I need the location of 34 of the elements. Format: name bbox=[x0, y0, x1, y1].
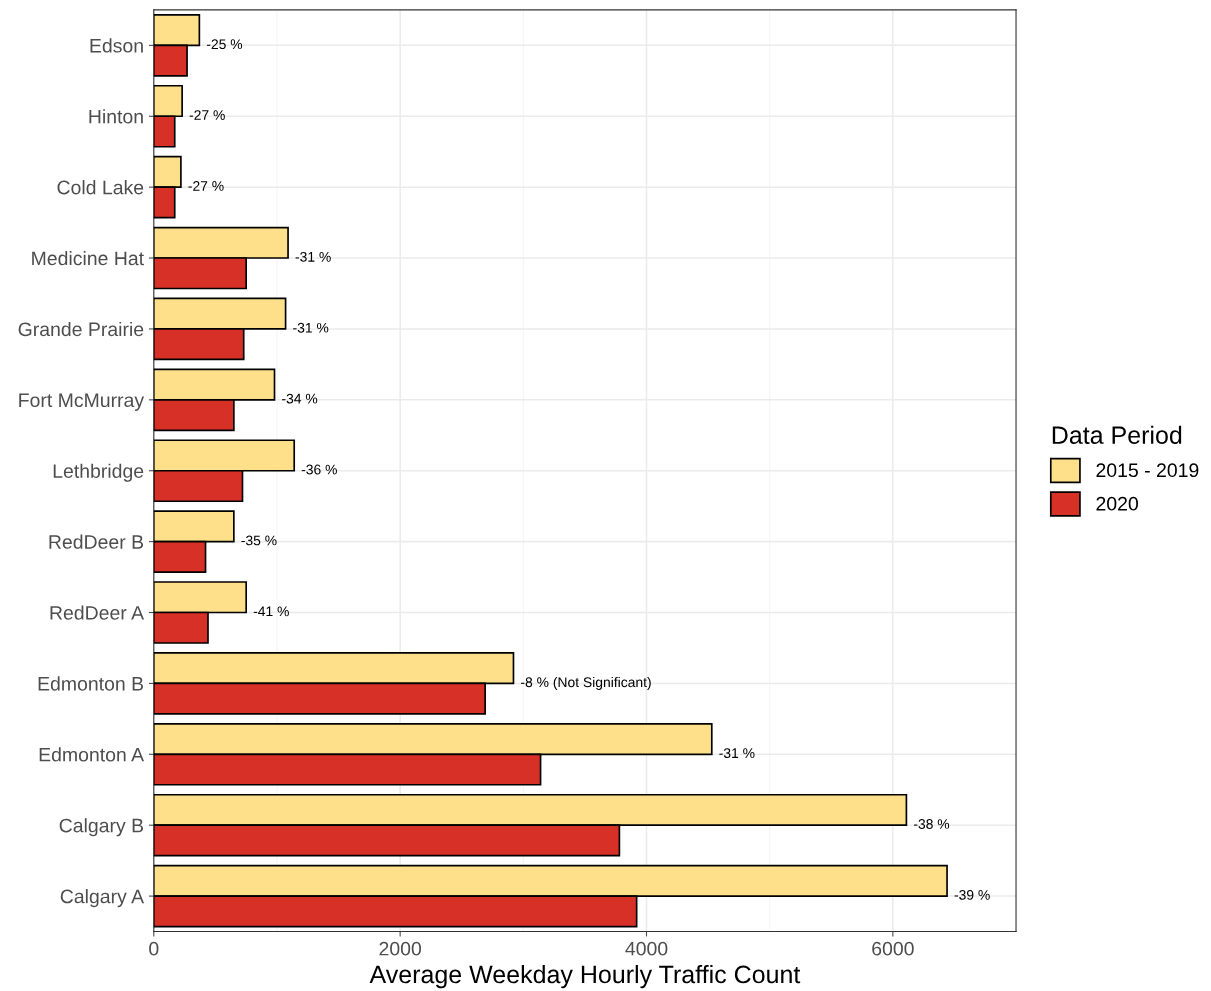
x-tick-label: 6000 bbox=[872, 941, 914, 956]
x-axis-title: Average Weekday Hourly Traffic Count bbox=[369, 964, 801, 989]
annotation: -27 % bbox=[188, 181, 224, 191]
legend-label: 2015 - 2019 bbox=[1096, 463, 1199, 478]
annotation: -36 % bbox=[301, 464, 337, 475]
annotation: -31 % bbox=[295, 251, 331, 262]
y-tick-label: RedDeer B bbox=[49, 534, 144, 549]
annotation: -8 % (Not Significant) bbox=[521, 676, 651, 690]
y-tick-label: RedDeer A bbox=[50, 605, 145, 620]
x-tick-label: 0 bbox=[149, 941, 159, 956]
y-tick-label: Fort McMurray bbox=[19, 393, 145, 411]
x-tick-label: 4000 bbox=[625, 941, 668, 956]
annotation: -27 % bbox=[189, 110, 225, 120]
annotation: -41 % bbox=[253, 606, 289, 617]
y-tick-label: Lethbridge bbox=[53, 463, 144, 482]
y-tick-label: Medicine Hat bbox=[32, 251, 144, 266]
annotation: -31 % bbox=[293, 322, 329, 333]
y-tick-label: Calgary B bbox=[59, 818, 144, 837]
annotation: -34 % bbox=[282, 393, 318, 404]
legend-title: Data Period bbox=[1052, 425, 1182, 444]
y-tick-label: Grande Prairie bbox=[18, 321, 144, 337]
y-tick-label: Edson bbox=[90, 38, 143, 53]
y-tick-label: Cold Lake bbox=[57, 180, 144, 195]
annotation: -35 % bbox=[241, 535, 277, 546]
annotation: -38 % bbox=[913, 819, 950, 829]
annotation: -31 % bbox=[719, 748, 755, 759]
y-tick-label: Calgary A bbox=[60, 889, 145, 908]
annotation: -25 % bbox=[206, 39, 243, 50]
y-tick-label: Edmonton B bbox=[38, 676, 144, 691]
y-tick-label: Hinton bbox=[89, 109, 143, 124]
x-tick-label: 2000 bbox=[379, 941, 422, 956]
y-tick-label: Edmonton A bbox=[39, 747, 145, 762]
annotation: -39 % bbox=[954, 889, 990, 900]
legend-label: 2020 bbox=[1096, 496, 1138, 511]
